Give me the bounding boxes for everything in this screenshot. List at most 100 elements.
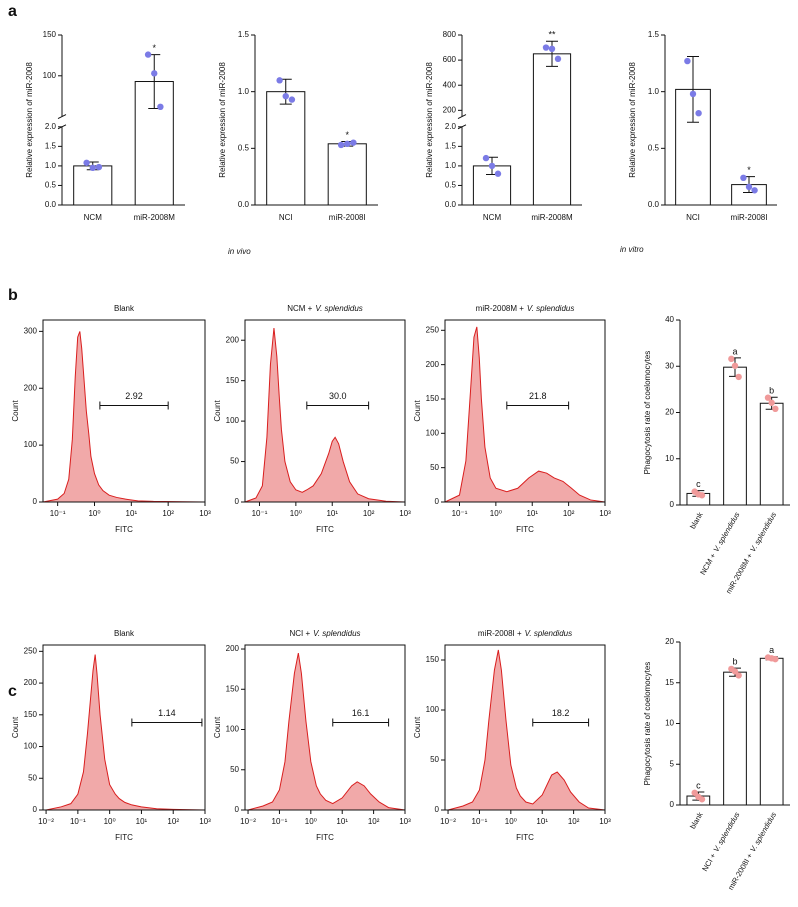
significance-label: a (769, 645, 774, 655)
chart-title: Blank (114, 629, 135, 638)
bar (327, 143, 367, 206)
y-tick-label: 200 (24, 678, 38, 687)
plot-frame (42, 644, 206, 811)
y-tick-label: 0 (33, 497, 38, 506)
y-tick-label: 0 (33, 805, 38, 814)
bar (759, 657, 784, 806)
bar (759, 402, 784, 506)
y-tick-label: 50 (230, 457, 239, 466)
data-point (772, 405, 779, 412)
data-point (542, 44, 550, 51)
error-bar (687, 56, 699, 123)
x-tick-label: 10¹ (526, 509, 538, 518)
x-tick-label: 10⁻¹ (272, 817, 288, 826)
gate (99, 401, 169, 410)
gate (506, 401, 570, 410)
y-tick-label: 250 (426, 325, 440, 334)
y-tick-label: 0 (235, 805, 240, 814)
y-tick-label: 0.5 (45, 181, 57, 190)
y-tick-label: 0 (435, 497, 440, 506)
y-tick-label: 50 (230, 765, 239, 774)
data-point (282, 93, 289, 100)
significance-label: a (732, 346, 737, 356)
chart-title-part: V. splendidus (527, 304, 574, 313)
y-tick-label: 0.5 (445, 181, 457, 190)
chart-title-part: V. splendidus (315, 304, 362, 313)
y-tick-label: 100 (24, 440, 38, 449)
y-tick-label: 150 (43, 30, 57, 39)
x-tick-label: NCI (686, 213, 700, 222)
chart-title-part: V. splendidus (525, 629, 572, 638)
y-tick-label: 150 (226, 684, 240, 693)
y-axis-label: Relative expression of miR-2008 (628, 62, 637, 178)
panel-label: c (8, 683, 17, 700)
histogram-area (42, 331, 206, 503)
significance-label: ** (548, 30, 556, 40)
x-tick-label: 10⁰ (290, 509, 302, 518)
y-axis-label: Phagocytosis rate of coelomocytes (643, 351, 652, 475)
x-axis-label: FITC (516, 833, 534, 842)
significance-label: b (732, 656, 737, 666)
x-tick-label: 10⁻¹ (50, 509, 66, 518)
y-tick-label: 400 (443, 80, 457, 89)
x-tick-label: 10⁻² (440, 817, 456, 826)
x-tick-label: 10⁻¹ (70, 817, 86, 826)
plot-frame (444, 644, 606, 811)
x-axis-label: FITC (115, 833, 133, 842)
data-point (735, 373, 742, 381)
data-point (731, 668, 739, 675)
x-tick-label-part: NCM + (698, 551, 718, 576)
y-tick-label: 600 (443, 55, 457, 64)
data-point (691, 789, 698, 796)
x-tick-label: 10² (162, 509, 174, 518)
data-point (288, 96, 296, 103)
chart-title: miR-2008M + V. splendidus (476, 304, 575, 313)
axis-break (57, 114, 67, 120)
y-tick-label: 300 (24, 326, 38, 335)
data-point (95, 163, 103, 171)
y-tick-label: 2.0 (45, 122, 57, 131)
x-tick-label: 10³ (199, 509, 211, 518)
data-point (772, 655, 779, 663)
y-tick-label: 200 (443, 105, 457, 114)
y-tick-label: 10 (665, 454, 674, 463)
y-tick-label: 0 (235, 497, 240, 506)
data-point (731, 362, 739, 369)
x-axis-label: FITC (115, 525, 133, 534)
y-tick-label: 0 (670, 500, 675, 509)
y-tick-label: 100 (226, 725, 240, 734)
x-tick-label-part: V. splendidus (748, 510, 778, 553)
chart-title-part: NCM + (287, 304, 312, 313)
bar (532, 53, 572, 206)
y-tick-label: 200 (226, 644, 240, 653)
gate-label: 21.8 (529, 391, 547, 401)
chart-title: NCI + V. splendidus (289, 629, 360, 638)
y-tick-label: 1.0 (445, 161, 457, 170)
x-tick-label: 10² (563, 509, 575, 518)
x-tick-label: blank (688, 810, 705, 830)
data-point (728, 355, 735, 363)
chart-title: NCM + V. splendidus (287, 304, 363, 313)
y-tick-label: 10 (665, 719, 674, 728)
significance-label: c (696, 780, 701, 790)
x-tick-label-part: V. splendidus (748, 810, 778, 853)
plot-frame (444, 319, 606, 503)
y-tick-label: 5 (670, 759, 675, 768)
data-point (494, 170, 502, 177)
x-tick-label: 10⁻¹ (452, 509, 468, 518)
y-tick-label: 150 (226, 376, 240, 385)
y-tick-label: 0.0 (648, 200, 660, 209)
x-tick-label: NCI +V. splendidus (700, 810, 741, 873)
bar (73, 165, 113, 206)
y-tick-label: 15 (665, 678, 674, 687)
plot-frame (244, 644, 406, 811)
x-tick-label: 10² (167, 817, 179, 826)
histogram-area (244, 328, 406, 503)
data-point (350, 139, 357, 146)
data-point (684, 57, 691, 65)
y-tick-label: 0 (670, 800, 675, 809)
condition-label: in vivo (228, 247, 251, 256)
x-tick-label: 10³ (399, 817, 411, 826)
y-tick-label: 100 (43, 71, 57, 80)
